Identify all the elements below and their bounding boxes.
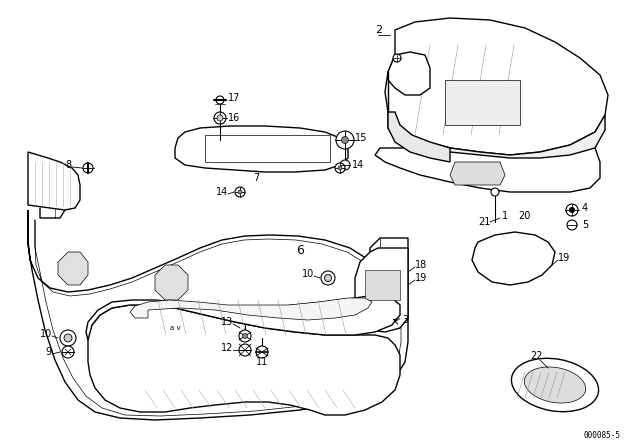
Circle shape [321,271,335,285]
Text: 12: 12 [221,343,233,353]
Circle shape [324,275,332,281]
Text: 5: 5 [582,220,588,230]
Circle shape [83,163,93,173]
Text: 15: 15 [355,133,367,143]
Polygon shape [388,52,430,95]
Polygon shape [388,112,605,168]
Polygon shape [28,152,80,210]
Text: 1: 1 [502,211,508,221]
Circle shape [214,112,226,124]
Text: 14: 14 [216,187,228,197]
Polygon shape [155,265,188,300]
Text: 6: 6 [296,244,304,257]
Text: 21: 21 [478,217,490,227]
Text: 13: 13 [221,317,233,327]
Circle shape [238,190,242,194]
Text: 17: 17 [228,93,241,103]
Circle shape [491,188,499,196]
Circle shape [216,96,224,104]
Ellipse shape [511,358,598,412]
Text: 4: 4 [582,203,588,213]
Text: 8: 8 [66,160,72,170]
Text: 22: 22 [530,351,543,361]
Polygon shape [472,232,555,285]
Circle shape [342,137,349,143]
Circle shape [336,131,354,149]
Circle shape [239,344,251,356]
Text: 000085-5: 000085-5 [583,431,620,440]
Polygon shape [86,295,400,340]
Text: 20: 20 [518,211,531,221]
Circle shape [335,163,345,173]
Polygon shape [445,80,520,125]
Circle shape [340,160,350,170]
Circle shape [64,334,72,342]
Text: 2: 2 [375,25,382,35]
Text: 3: 3 [402,315,408,325]
Text: 19: 19 [558,253,570,263]
Text: 19: 19 [415,273,428,283]
Text: 11: 11 [256,357,268,367]
Text: 14: 14 [352,160,364,170]
Circle shape [256,346,268,358]
Text: 7: 7 [253,173,259,183]
Ellipse shape [524,367,586,403]
Polygon shape [365,270,400,300]
Circle shape [243,333,248,339]
Polygon shape [205,135,330,162]
Polygon shape [28,210,408,420]
Circle shape [60,330,76,346]
Circle shape [62,346,74,358]
Text: 18: 18 [415,260,428,270]
Circle shape [567,220,577,230]
Polygon shape [370,238,408,318]
Polygon shape [375,148,600,192]
Text: a v: a v [170,325,180,331]
Polygon shape [388,112,450,162]
Polygon shape [355,248,408,332]
Circle shape [566,204,578,216]
Text: 10: 10 [301,269,314,279]
Circle shape [393,54,401,62]
Polygon shape [175,126,348,172]
Polygon shape [58,252,88,285]
Circle shape [570,207,575,212]
Polygon shape [88,305,400,415]
Polygon shape [450,162,505,185]
Text: 16: 16 [228,113,240,123]
Text: 9: 9 [46,347,52,357]
Circle shape [239,330,251,342]
Circle shape [235,187,245,197]
Circle shape [217,115,223,121]
Polygon shape [385,18,608,155]
Circle shape [338,166,342,170]
Polygon shape [130,298,372,320]
Text: 10: 10 [40,329,52,339]
